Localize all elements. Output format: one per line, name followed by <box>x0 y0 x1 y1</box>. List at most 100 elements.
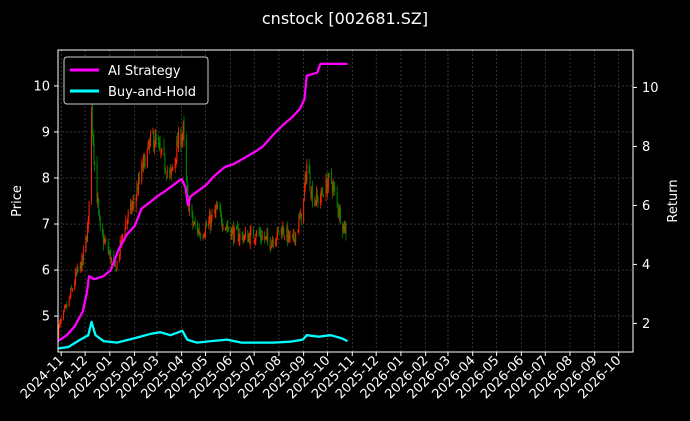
candle-body <box>113 255 115 262</box>
candle-body <box>227 225 229 228</box>
candle-body <box>276 228 278 238</box>
candle-body <box>265 236 267 237</box>
candle-body <box>327 184 329 193</box>
candle-body <box>344 226 346 233</box>
candle-body <box>193 222 195 224</box>
candle-body <box>272 240 274 243</box>
candle-body <box>197 224 199 233</box>
candle-body <box>300 213 302 222</box>
candle-body <box>200 236 202 239</box>
y-axis-left: 5 6 7 8 9 10 <box>33 79 58 325</box>
candle-body <box>183 122 185 139</box>
candle-body <box>177 131 179 149</box>
candle-body <box>80 262 82 271</box>
candle-body <box>110 250 112 262</box>
candle-body <box>219 208 221 210</box>
candle-body <box>327 174 329 187</box>
candle-body <box>127 211 129 219</box>
candle-body <box>143 154 145 160</box>
candle-body <box>232 228 234 231</box>
candle-body <box>192 214 194 225</box>
candle-body <box>102 235 104 245</box>
candle-body <box>91 103 93 130</box>
candle-body <box>276 237 278 241</box>
candle-body <box>271 241 273 248</box>
candle-body <box>286 227 288 238</box>
candle-body <box>142 156 144 168</box>
candle-body <box>63 308 65 310</box>
candle-body <box>130 203 132 211</box>
candle-body <box>177 139 179 147</box>
candle-body <box>68 296 70 306</box>
candle-body <box>289 234 291 239</box>
y-right-tick-label: 4 <box>642 258 650 273</box>
candle-body <box>193 224 195 226</box>
candle-body <box>122 235 124 237</box>
y-right-tick-label: 10 <box>642 81 659 96</box>
candle-body <box>332 185 334 191</box>
candle-body <box>164 157 166 171</box>
candle-body <box>114 259 116 267</box>
y-axis-right-label: Return <box>666 179 681 222</box>
candle-body <box>232 226 234 241</box>
candle-body <box>264 236 266 239</box>
chart-title: cnstock [002681.SZ] <box>262 9 428 28</box>
candle-body <box>59 320 61 324</box>
candle-body <box>169 169 171 174</box>
candle-body <box>217 204 219 210</box>
candle-body <box>264 236 266 240</box>
candle-body <box>299 217 301 219</box>
candle-body <box>96 163 98 204</box>
candle-body <box>142 166 144 170</box>
legend-label-buy-and-hold: Buy-and-Hold <box>108 85 196 100</box>
candle-body <box>239 233 241 241</box>
candle-body <box>319 198 321 202</box>
candle-body <box>102 227 104 235</box>
candle-body <box>154 136 156 147</box>
candle-body <box>110 257 112 263</box>
candle-body <box>79 262 81 269</box>
candle-body <box>172 167 174 171</box>
candle-body <box>146 149 148 167</box>
candle-body <box>125 221 127 230</box>
candle-body <box>194 222 196 226</box>
candle-body <box>86 238 88 241</box>
candle-body <box>189 206 191 211</box>
candle-body <box>288 231 290 239</box>
candle-body <box>161 148 163 154</box>
candle-body <box>138 177 140 181</box>
candle-body <box>260 231 262 238</box>
candle-body <box>345 224 347 235</box>
candle-body <box>185 139 187 180</box>
candle-body <box>244 232 246 236</box>
candle-body <box>287 230 289 241</box>
candle-body <box>116 260 118 270</box>
candle-body <box>278 231 280 234</box>
candle-body <box>249 231 251 246</box>
candle-body <box>85 236 87 252</box>
candle-body <box>87 225 89 241</box>
candle-body <box>255 237 257 241</box>
candle-body <box>283 236 285 238</box>
candle-body <box>228 227 230 230</box>
candle-body <box>248 235 250 241</box>
candle-body <box>174 158 176 168</box>
legend: AI Strategy Buy-and-Hold <box>63 56 209 105</box>
candle-body <box>293 231 295 239</box>
candle-body <box>343 224 345 231</box>
candle-body <box>326 178 328 193</box>
candle-body <box>216 204 218 208</box>
candle-body <box>165 175 167 177</box>
candle-body <box>280 227 282 233</box>
plot-frame <box>57 49 634 353</box>
y-axis-right: 2 4 6 8 10 <box>633 81 659 332</box>
candle-body <box>331 184 333 192</box>
candle-body <box>152 132 154 134</box>
candle-body <box>222 227 224 229</box>
candle-body <box>153 145 155 150</box>
candle-body <box>291 234 293 238</box>
candle-body <box>252 228 254 239</box>
candle-body <box>58 325 60 335</box>
candle-body <box>266 234 268 239</box>
